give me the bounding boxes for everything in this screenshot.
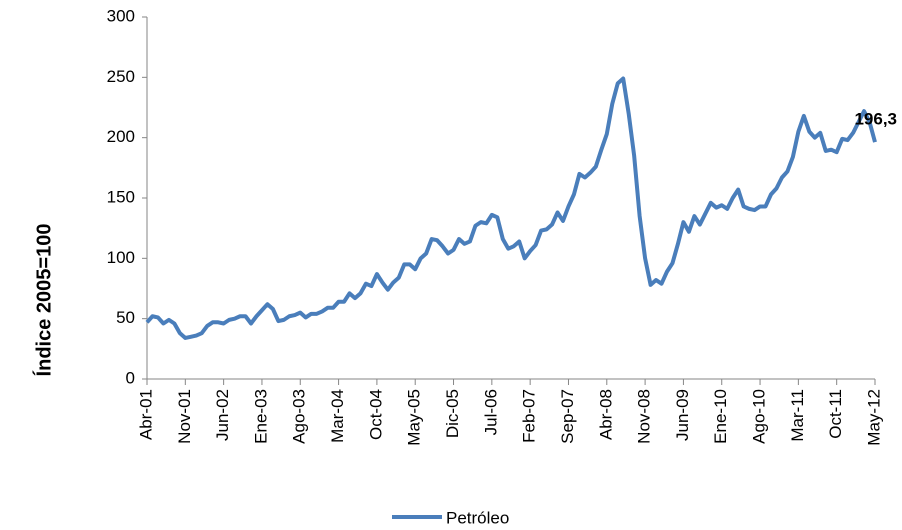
- y-tick-label: 0: [126, 368, 135, 387]
- y-tick-label: 200: [107, 127, 135, 146]
- x-tick-label: Mar-04: [328, 389, 347, 443]
- x-tick-label: Ago-03: [290, 389, 309, 444]
- x-tick-label: Ene-03: [251, 389, 270, 444]
- x-tick-label: Abr-01: [136, 389, 155, 440]
- data-label: 196,3: [854, 110, 897, 129]
- x-tick-label: Jul-06: [481, 389, 500, 435]
- y-tick-label: 150: [107, 187, 135, 206]
- x-tick-label: Nov-08: [635, 389, 654, 444]
- y-tick-label: 50: [116, 308, 135, 327]
- x-tick-label: Oct-04: [366, 389, 385, 440]
- x-tick-label: Sep-07: [558, 389, 577, 444]
- x-tick-label: Jun-02: [213, 389, 232, 441]
- x-tick-label: Ago-10: [750, 389, 769, 444]
- x-tick-label: Jun-09: [673, 389, 692, 441]
- y-axis-label: Índice 2005=100: [32, 224, 55, 377]
- x-tick-label: Feb-07: [520, 389, 539, 443]
- x-tick-label: Ene-10: [711, 389, 730, 444]
- x-tick-label: May-12: [864, 389, 883, 446]
- legend-label: Petróleo: [446, 508, 509, 527]
- x-tick-label: Oct-11: [826, 389, 845, 439]
- line-series: [145, 76, 877, 340]
- x-tick-label: Abr-08: [596, 389, 615, 440]
- x-tick-label: Mar-11: [788, 389, 807, 442]
- y-tick-label: 300: [107, 6, 135, 25]
- y-tick-label: 250: [107, 67, 135, 86]
- x-tick-label: Nov-01: [175, 389, 194, 444]
- y-tick-label: 100: [107, 248, 135, 267]
- x-tick-label: Dic-05: [443, 389, 462, 438]
- x-tick-label: May-05: [405, 389, 424, 446]
